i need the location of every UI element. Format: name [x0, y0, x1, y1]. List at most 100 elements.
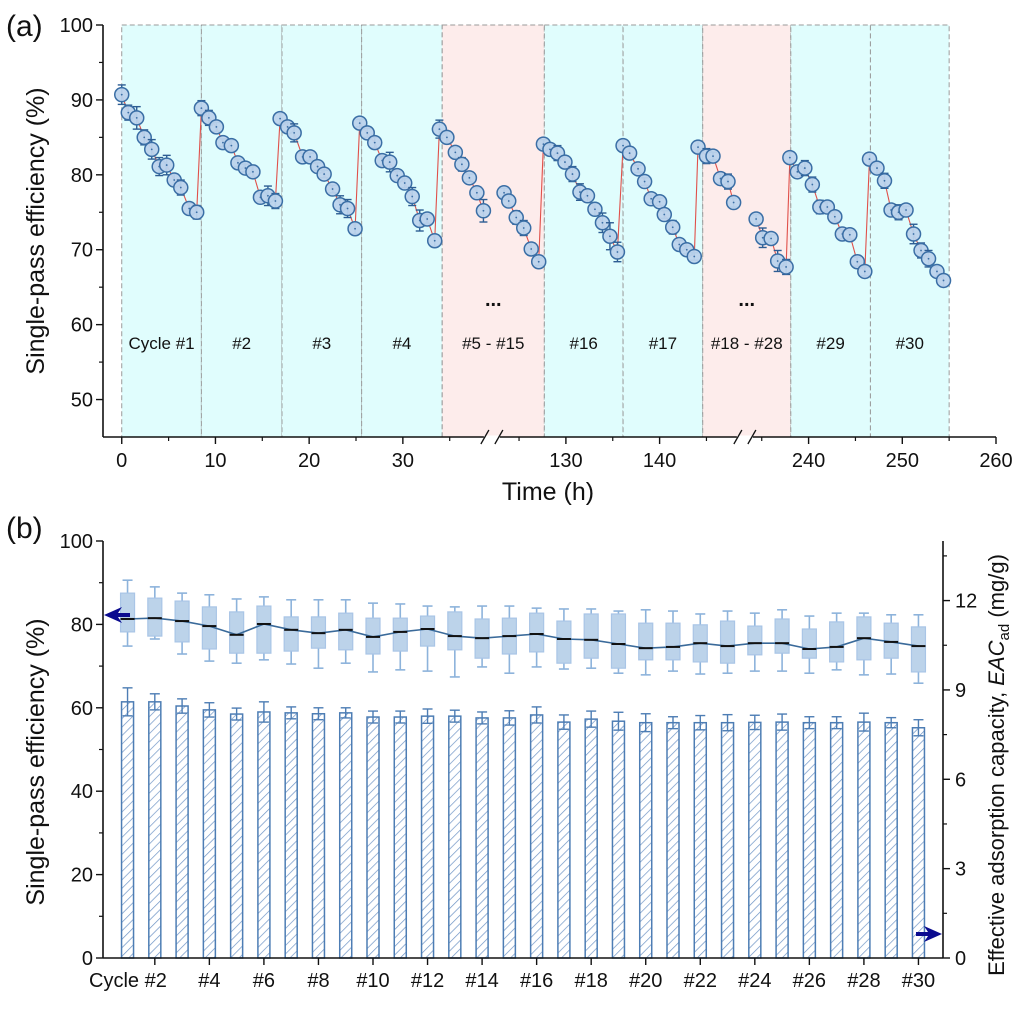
point-center-dot: [776, 260, 779, 262]
panel-b-axes: 0 20 40 60 80 100 0 3 6 9 12 Cycle #2 #4 #6 #8 #10 #12 #1…: [60, 531, 978, 992]
data-point: [366, 134, 383, 151]
bar-rect: [775, 721, 789, 959]
y-tick-label: 80: [71, 165, 93, 187]
point-center-dot: [396, 174, 399, 177]
bar-rect: [557, 721, 571, 959]
eac-bar: [202, 702, 217, 959]
data-point: [804, 176, 821, 193]
box-plot: [283, 598, 299, 665]
point-center-dot: [503, 191, 505, 194]
point-center-dot: [761, 236, 764, 239]
eac-bar: [911, 719, 926, 959]
eac-bar: [557, 714, 571, 959]
point-center-dot: [445, 136, 448, 139]
point-center-dot: [279, 117, 282, 120]
point-center-dot: [339, 203, 341, 206]
eac-bar: [448, 709, 462, 959]
data-point: [128, 105, 145, 130]
left-y-tick-label: 0: [82, 948, 93, 970]
point-center-dot: [678, 243, 681, 246]
point-center-dot: [454, 151, 457, 154]
point-center-dot: [685, 248, 688, 251]
data-point: [609, 241, 626, 263]
point-center-dot: [358, 122, 361, 125]
eac-bar: [175, 698, 189, 959]
point-center-dot: [323, 173, 326, 175]
box-body: [829, 621, 845, 663]
point-center-dot: [522, 227, 525, 229]
right-y-tick-label: 0: [955, 948, 966, 970]
cycle-region-band: [200, 24, 283, 438]
point-center-dot: [609, 235, 611, 238]
point-center-dot: [942, 279, 945, 282]
box-plot: [856, 612, 872, 676]
point-center-dot: [868, 158, 871, 160]
x-tick-label: #4: [198, 970, 220, 992]
point-center-dot: [244, 167, 247, 169]
point-center-dot: [549, 148, 551, 151]
data-point: [797, 159, 813, 177]
arrow-left-icon: [104, 607, 130, 623]
point-center-dot: [468, 176, 471, 179]
box-plot: [883, 614, 899, 675]
x-tick-label: #22: [684, 970, 717, 992]
x-tick-label: #8: [307, 970, 329, 992]
bar-rect: [175, 705, 189, 959]
eac-bar: [884, 716, 898, 959]
box-plot: [119, 579, 136, 647]
data-point: [286, 123, 302, 143]
eac-bar: [584, 710, 598, 959]
axis-break-mark: [733, 429, 757, 445]
bar-rect: [829, 721, 844, 959]
eac-bar: [638, 713, 653, 959]
point-center-dot: [237, 161, 239, 164]
right-axis-title-variable: EAC: [984, 640, 1009, 685]
eac-bar: [311, 707, 326, 959]
right-axis-title-subscript: ad: [996, 624, 1013, 641]
eac-bar: [529, 706, 544, 959]
data-point: [113, 84, 130, 106]
data-point: [636, 173, 653, 190]
data-point: [396, 175, 413, 191]
box-plot: [501, 605, 517, 674]
panel-a-label: (a): [6, 10, 43, 43]
data-point: [515, 219, 532, 237]
data-point: [876, 172, 893, 190]
data-point: [621, 145, 638, 161]
box-body: [392, 617, 408, 652]
point-center-dot: [411, 195, 414, 198]
bar-rect: [202, 709, 217, 959]
cycle-region-band: [790, 24, 871, 438]
bar-rect: [502, 717, 517, 959]
cycle-region-label: #17: [649, 334, 677, 353]
point-center-dot: [507, 200, 510, 202]
point-center-dot: [346, 207, 349, 210]
data-point: [720, 173, 736, 190]
data-point: [215, 134, 231, 151]
data-point: [842, 226, 858, 243]
trace: [113, 84, 492, 249]
point-center-dot: [643, 180, 646, 183]
data-point: [223, 137, 240, 154]
x-tick-label: #14: [465, 970, 498, 992]
cycle-region: Cycle #1: [121, 24, 202, 438]
data-point: [664, 219, 681, 236]
box-body: [447, 611, 463, 651]
x-tick-label: 130: [549, 450, 582, 472]
right-y-tick-label: 3: [955, 859, 966, 881]
data-point: [475, 198, 492, 223]
box-plot: [747, 612, 763, 672]
point-center-dot: [274, 200, 277, 202]
point-center-dot: [515, 216, 518, 219]
point-center-dot: [433, 239, 436, 242]
data-point: [454, 156, 470, 173]
bar-rect: [884, 721, 898, 959]
data-point: [630, 161, 646, 177]
eac-bar: [393, 710, 408, 959]
bar-rect: [857, 721, 871, 959]
panel-b-left-axis-title: Single-pass efficiency (%): [22, 618, 50, 905]
point-center-dot: [697, 146, 699, 149]
point-center-dot: [848, 233, 851, 236]
eac-bar: [502, 710, 517, 959]
axis-break-mark: [480, 429, 504, 445]
